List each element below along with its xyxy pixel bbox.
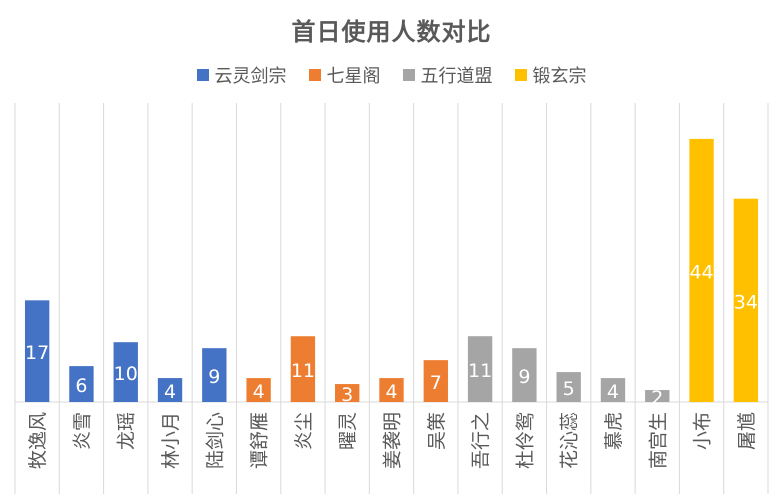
legend-label-3: 锻玄宗 <box>532 66 587 87</box>
data-label-5: 4 <box>253 381 265 403</box>
bar-11 <box>512 348 537 402</box>
data-label-7: 3 <box>341 384 353 406</box>
bar-0 <box>24 300 50 402</box>
legend-item-2: 五行道盟 <box>402 62 493 88</box>
bar-15 <box>689 138 714 402</box>
legend: 云灵剑宗 七星阁 五行道盟 锻玄宗 <box>0 62 783 88</box>
data-label-11: 9 <box>518 366 530 388</box>
data-label-0: 17 <box>25 342 49 364</box>
data-label-16: 34 <box>734 291 758 313</box>
category-label-16: 屠馗 <box>736 412 758 450</box>
bar-10 <box>467 336 493 402</box>
bar-3 <box>157 378 183 402</box>
data-label-10: 11 <box>468 360 492 382</box>
data-label-6: 11 <box>291 360 315 382</box>
legend-label-0: 云灵剑宗 <box>214 66 287 87</box>
bar-12 <box>556 372 581 402</box>
category-label-9: 吴策 <box>426 412 448 450</box>
data-label-3: 4 <box>164 381 176 403</box>
data-label-13: 4 <box>607 381 619 403</box>
data-label-14: 2 <box>651 387 663 409</box>
category-label-1: 炎雪 <box>71 412 93 450</box>
bar-2 <box>113 342 138 402</box>
data-label-12: 5 <box>563 378 575 400</box>
category-label-2: 龙瑶 <box>116 412 138 450</box>
bar-13 <box>600 378 626 402</box>
category-label-12: 花沁蕊 <box>559 412 581 469</box>
bar-5 <box>246 378 271 402</box>
data-label-4: 9 <box>208 366 220 388</box>
legend-swatch-3 <box>514 69 527 81</box>
legend-swatch-0 <box>196 69 209 81</box>
category-label-3: 林小月 <box>160 412 182 469</box>
bar-7 <box>335 384 360 402</box>
bar-9 <box>423 360 448 402</box>
data-label-2: 10 <box>114 363 138 385</box>
bar-1 <box>69 366 94 402</box>
legend-item-3: 锻玄宗 <box>514 62 587 88</box>
category-label-13: 慕虎 <box>603 412 625 450</box>
legend-swatch-2 <box>402 69 415 81</box>
category-label-15: 小布 <box>692 412 714 450</box>
bar-4 <box>202 348 227 402</box>
bar-16 <box>733 198 759 402</box>
data-label-9: 7 <box>430 372 442 394</box>
data-label-8: 4 <box>385 381 397 403</box>
bar-8 <box>379 378 404 402</box>
category-label-5: 谭舒雁 <box>249 412 271 469</box>
legend-label-1: 七星阁 <box>326 66 381 87</box>
category-label-4: 陆剑心 <box>204 412 226 469</box>
category-label-11: 杜伶鸳 <box>514 412 536 469</box>
bar-14 <box>645 390 670 402</box>
legend-item-1: 七星阁 <box>308 62 381 88</box>
category-label-7: 曜灵 <box>337 412 359 450</box>
chart-title: 首日使用人数对比 <box>291 18 492 46</box>
category-label-10: 吾行之 <box>470 412 492 469</box>
category-label-6: 炎尘 <box>293 412 315 450</box>
data-label-15: 44 <box>689 261 713 283</box>
bar-6 <box>290 336 316 402</box>
legend-swatch-1 <box>308 69 321 81</box>
category-label-8: 姜袭明 <box>382 412 404 469</box>
legend-item-0: 云灵剑宗 <box>196 62 287 88</box>
legend-label-2: 五行道盟 <box>420 66 493 87</box>
data-label-1: 6 <box>75 375 87 397</box>
category-label-14: 南宫生 <box>647 412 669 469</box>
category-label-0: 牧逸风 <box>27 412 49 469</box>
